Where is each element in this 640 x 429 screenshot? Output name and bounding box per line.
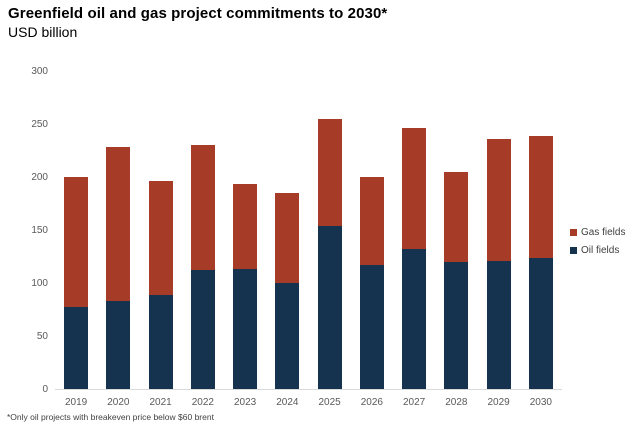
x-label-2028: 2028: [445, 397, 468, 408]
bar-2023-oil-fields: [233, 269, 258, 389]
legend-label-gas-fields: Gas fields: [581, 227, 626, 238]
chart-title: Greenfield oil and gas project commitmen…: [8, 5, 388, 22]
bar-2027-oil-fields: [402, 249, 427, 389]
y-tick-50: 50: [36, 331, 48, 342]
bar-2028-gas-fields: [444, 171, 469, 262]
bar-2030-gas-fields: [528, 135, 553, 258]
bar-2023-gas-fields: [233, 184, 258, 270]
x-label-2029: 2029: [487, 397, 510, 408]
bar-2026-oil-fields: [359, 264, 384, 389]
bar-2022-oil-fields: [190, 270, 215, 389]
bar-2029-oil-fields: [486, 260, 511, 389]
x-label-2021: 2021: [149, 397, 172, 408]
oil-fields-swatch: [570, 247, 577, 254]
bar-2020-gas-fields: [106, 147, 131, 302]
x-label-2024: 2024: [276, 397, 299, 408]
x-label-2023: 2023: [234, 397, 257, 408]
bar-2024-oil-fields: [275, 283, 300, 389]
y-tick-200: 200: [31, 172, 48, 183]
bar-2027-gas-fields: [402, 128, 427, 250]
y-tick-0: 0: [42, 384, 48, 395]
bar-2025-oil-fields: [317, 225, 342, 389]
legend-label-oil-fields: Oil fields: [581, 245, 620, 256]
x-label-2025: 2025: [318, 397, 341, 408]
y-tick-250: 250: [31, 119, 48, 130]
x-label-2022: 2022: [191, 397, 214, 408]
x-label-2026: 2026: [360, 397, 383, 408]
bar-2029-gas-fields: [486, 138, 511, 261]
bar-2025-gas-fields: [317, 118, 342, 226]
bar-2021-oil-fields: [148, 294, 173, 389]
x-label-2027: 2027: [403, 397, 426, 408]
x-label-2030: 2030: [529, 397, 552, 408]
legend: Gas fields Oil fields: [570, 227, 625, 256]
bar-2024-gas-fields: [275, 192, 300, 283]
x-label-2019: 2019: [65, 397, 88, 408]
chart-subtitle: USD billion: [8, 24, 78, 40]
footnote: *Only oil projects with breakeven price …: [7, 412, 214, 422]
y-tick-150: 150: [31, 225, 48, 236]
gas-fields-swatch: [570, 229, 577, 236]
bar-2028-oil-fields: [444, 261, 469, 389]
bar-2021-gas-fields: [148, 181, 173, 295]
bar-2026-gas-fields: [359, 177, 384, 265]
plot-area: [55, 72, 562, 390]
bar-2019-oil-fields: [64, 307, 89, 389]
bar-2022-gas-fields: [190, 145, 215, 271]
legend-item-gas-fields: Gas fields: [570, 227, 625, 238]
bar-2019-gas-fields: [64, 177, 89, 308]
bar-2020-oil-fields: [106, 301, 131, 389]
x-label-2020: 2020: [107, 397, 130, 408]
legend-item-oil-fields: Oil fields: [570, 245, 625, 256]
chart-header: Greenfield oil and gas project commitmen…: [8, 5, 387, 40]
y-tick-300: 300: [31, 66, 48, 77]
y-tick-100: 100: [31, 278, 48, 289]
bar-2030-oil-fields: [528, 257, 553, 389]
